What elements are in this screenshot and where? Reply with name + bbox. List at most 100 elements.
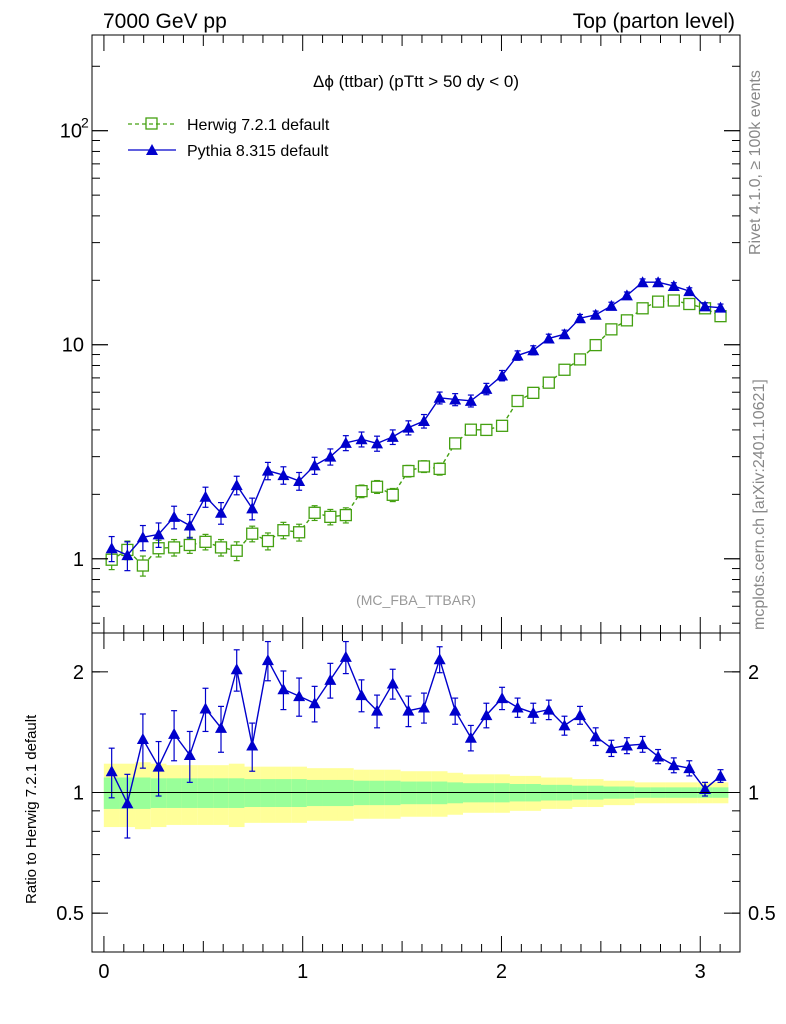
herwig-point <box>324 510 337 523</box>
pythia-point <box>620 739 633 751</box>
pythia-point <box>667 759 680 771</box>
pythia-line <box>111 281 721 556</box>
pythia-point <box>433 653 446 665</box>
pythia-point <box>402 421 415 433</box>
plot-title: Δϕ (ttbar) (pTtt > 50 dy < 0) <box>313 72 519 91</box>
legend: Herwig 7.2.1 default Pythia 8.315 defaul… <box>128 117 330 160</box>
pythia-point <box>308 697 321 709</box>
pythia-point <box>714 301 727 313</box>
y-tick-label: 10 <box>60 121 82 143</box>
x-tick-label: 3 <box>695 961 706 983</box>
pythia-point <box>573 312 586 324</box>
pythia-point <box>527 706 540 718</box>
herwig-point <box>277 524 290 537</box>
pythia-point <box>183 749 196 761</box>
legend-entry-herwig: Herwig 7.2.1 default <box>128 117 330 134</box>
pythia-point <box>480 382 493 394</box>
pythia-point <box>511 701 524 713</box>
herwig-point <box>558 363 571 376</box>
ratio-bands <box>103 762 729 830</box>
y-tick-label: 10 <box>62 335 84 357</box>
herwig-point <box>449 437 462 450</box>
pythia-point <box>496 369 509 381</box>
pythia-point <box>496 692 509 704</box>
pythia-point <box>620 289 633 301</box>
pythia-point <box>230 479 243 491</box>
herwig-point <box>480 423 493 437</box>
pythia-point <box>667 280 680 292</box>
pythia-point <box>105 765 118 777</box>
pythia-point <box>168 510 181 522</box>
pythia-point <box>683 762 696 774</box>
pythia-point <box>527 344 540 356</box>
herwig-point <box>651 295 665 308</box>
herwig-point <box>246 527 259 540</box>
x-tick-label: 0 <box>98 961 109 983</box>
pythia-point <box>433 391 446 403</box>
legend-herwig-label: Herwig 7.2.1 default <box>187 117 330 134</box>
pythia-point <box>277 683 290 695</box>
pythia-point <box>136 732 149 744</box>
pythia-point <box>480 709 493 721</box>
herwig-point <box>542 376 555 389</box>
herwig-point <box>620 314 634 327</box>
y-tick-label: 2 <box>73 662 84 684</box>
x-tick-label: 1 <box>297 961 308 983</box>
pythia-point <box>449 704 462 716</box>
pythia-point <box>324 450 337 462</box>
y-tick-label-right: 1 <box>748 783 759 805</box>
pythia-point <box>121 797 134 809</box>
herwig-point <box>589 338 602 352</box>
herwig-point <box>464 423 478 436</box>
pythia-point <box>355 433 368 445</box>
pythia-point <box>636 738 649 750</box>
pythia-point <box>449 393 462 405</box>
herwig-point <box>199 535 212 548</box>
pythia-point <box>589 308 602 320</box>
ratio-series-layer <box>105 640 727 839</box>
pythia-point <box>464 731 477 743</box>
herwig-point <box>261 534 275 548</box>
pythia-point <box>417 701 430 713</box>
pythia-point <box>152 760 165 772</box>
pythia-point <box>386 430 399 442</box>
legend-herwig-marker <box>145 117 158 130</box>
pythia-point <box>152 528 165 540</box>
x-tick-label: 2 <box>496 961 507 983</box>
y-tick-label: 0.5 <box>56 903 84 925</box>
herwig-point <box>183 538 196 552</box>
y-tick-label-right: 2 <box>748 662 759 684</box>
pythia-point <box>371 704 384 716</box>
band-inner-bin <box>181 778 198 808</box>
pythia-point <box>589 730 602 742</box>
pythia-point <box>246 739 259 751</box>
pythia-point <box>355 689 368 701</box>
herwig-point <box>511 394 524 408</box>
herwig-point <box>573 353 587 366</box>
pythia-point <box>308 459 321 471</box>
band-inner-bin <box>135 777 151 809</box>
pythia-point <box>183 519 196 531</box>
herwig-line <box>111 299 721 567</box>
pythia-point <box>605 742 618 754</box>
pythia-point <box>714 769 727 781</box>
pythia-point <box>261 464 274 476</box>
herwig-point <box>636 302 649 315</box>
pythia-point <box>605 299 618 311</box>
band-inner-bin <box>213 778 229 808</box>
pythia-point <box>683 285 696 297</box>
pythia-point <box>199 490 212 502</box>
pythia-point <box>121 549 134 561</box>
pythia-point <box>542 332 555 344</box>
herwig-point <box>417 460 431 473</box>
pythia-point <box>573 709 586 721</box>
legend-pythia-marker <box>146 144 158 155</box>
header-right: Top (parton level) <box>573 10 735 33</box>
ratio-ylabel: Ratio to Herwig 7.2.1 default <box>23 714 40 904</box>
herwig-point <box>230 544 243 557</box>
ratio-panel: 0.5 0.5 1 1 2 2 0 1 2 3 Ratio to Herwig 7.2.1 def… <box>23 632 776 983</box>
pythia-point <box>324 673 337 685</box>
main-series-layer <box>105 276 727 577</box>
pythia-point <box>277 469 290 481</box>
